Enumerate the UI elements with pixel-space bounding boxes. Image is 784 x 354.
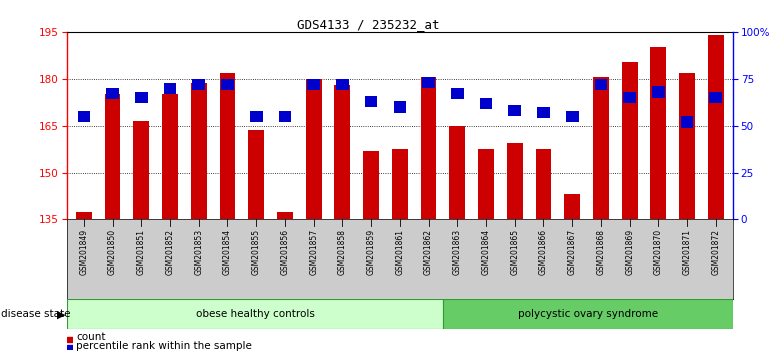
Text: ▶: ▶	[57, 309, 66, 319]
Bar	[249, 130, 264, 219]
Bar	[594, 79, 608, 90]
Bar	[506, 143, 523, 219]
Text: GDS4133 / 235232_at: GDS4133 / 235232_at	[297, 18, 440, 31]
Bar	[708, 35, 724, 219]
Bar	[392, 149, 408, 219]
Bar	[564, 194, 580, 219]
Text: GSM201851: GSM201851	[137, 229, 146, 275]
Bar	[423, 77, 435, 88]
Bar	[623, 92, 636, 103]
Bar	[365, 96, 377, 107]
Bar	[480, 97, 492, 109]
Text: GSM201859: GSM201859	[367, 229, 376, 275]
Text: GSM201871: GSM201871	[683, 229, 691, 275]
Bar	[566, 111, 579, 122]
Text: GSM201867: GSM201867	[568, 229, 577, 275]
Bar	[651, 47, 666, 219]
Bar	[652, 86, 665, 97]
Text: GSM201870: GSM201870	[654, 229, 662, 275]
Text: disease state: disease state	[1, 309, 71, 319]
Text: GSM201853: GSM201853	[194, 229, 203, 275]
Text: count: count	[76, 332, 106, 342]
Text: GSM201855: GSM201855	[252, 229, 261, 275]
Text: GSM201864: GSM201864	[481, 229, 491, 275]
Bar	[307, 79, 320, 90]
Text: GSM201868: GSM201868	[597, 229, 605, 275]
Bar	[221, 79, 234, 90]
Bar	[421, 77, 437, 219]
Bar	[105, 95, 121, 219]
Text: GSM201865: GSM201865	[510, 229, 519, 275]
Bar	[133, 121, 149, 219]
Bar	[76, 212, 92, 219]
Bar	[220, 73, 235, 219]
Text: GSM201862: GSM201862	[424, 229, 433, 275]
Bar	[681, 116, 693, 127]
Text: GSM201850: GSM201850	[108, 229, 117, 275]
Bar	[449, 126, 465, 219]
Bar	[306, 79, 321, 219]
Bar	[67, 337, 73, 342]
Bar	[192, 79, 205, 90]
Bar	[278, 111, 292, 122]
Text: GSM201857: GSM201857	[309, 229, 318, 275]
Bar	[67, 345, 73, 350]
Bar	[593, 77, 609, 219]
Bar	[443, 299, 733, 329]
Bar	[394, 101, 406, 113]
Bar	[164, 82, 176, 94]
Text: GSM201849: GSM201849	[79, 229, 89, 275]
Text: GSM201858: GSM201858	[338, 229, 347, 275]
Bar	[710, 92, 722, 103]
Bar	[78, 111, 90, 122]
Text: GSM201861: GSM201861	[395, 229, 405, 275]
Bar	[162, 95, 178, 219]
Text: GSM201856: GSM201856	[281, 229, 289, 275]
Bar	[451, 88, 463, 99]
Bar	[250, 111, 263, 122]
Bar	[135, 92, 147, 103]
Text: GSM201872: GSM201872	[711, 229, 720, 275]
Text: percentile rank within the sample: percentile rank within the sample	[76, 341, 252, 351]
Bar	[335, 85, 350, 219]
Text: GSM201863: GSM201863	[453, 229, 462, 275]
Bar	[508, 105, 521, 116]
Bar	[107, 88, 119, 99]
Bar	[277, 212, 293, 219]
Bar	[67, 299, 443, 329]
Bar	[363, 151, 379, 219]
Text: GSM201866: GSM201866	[539, 229, 548, 275]
Bar	[535, 149, 551, 219]
Bar	[537, 107, 550, 118]
Text: obese healthy controls: obese healthy controls	[195, 309, 314, 319]
Bar	[622, 62, 637, 219]
Bar	[478, 149, 494, 219]
Bar	[679, 73, 695, 219]
Bar	[191, 84, 207, 219]
Text: GSM201869: GSM201869	[625, 229, 634, 275]
Text: GSM201854: GSM201854	[223, 229, 232, 275]
Text: GSM201852: GSM201852	[165, 229, 175, 275]
Bar	[336, 79, 349, 90]
Text: polycystic ovary syndrome: polycystic ovary syndrome	[518, 309, 659, 319]
